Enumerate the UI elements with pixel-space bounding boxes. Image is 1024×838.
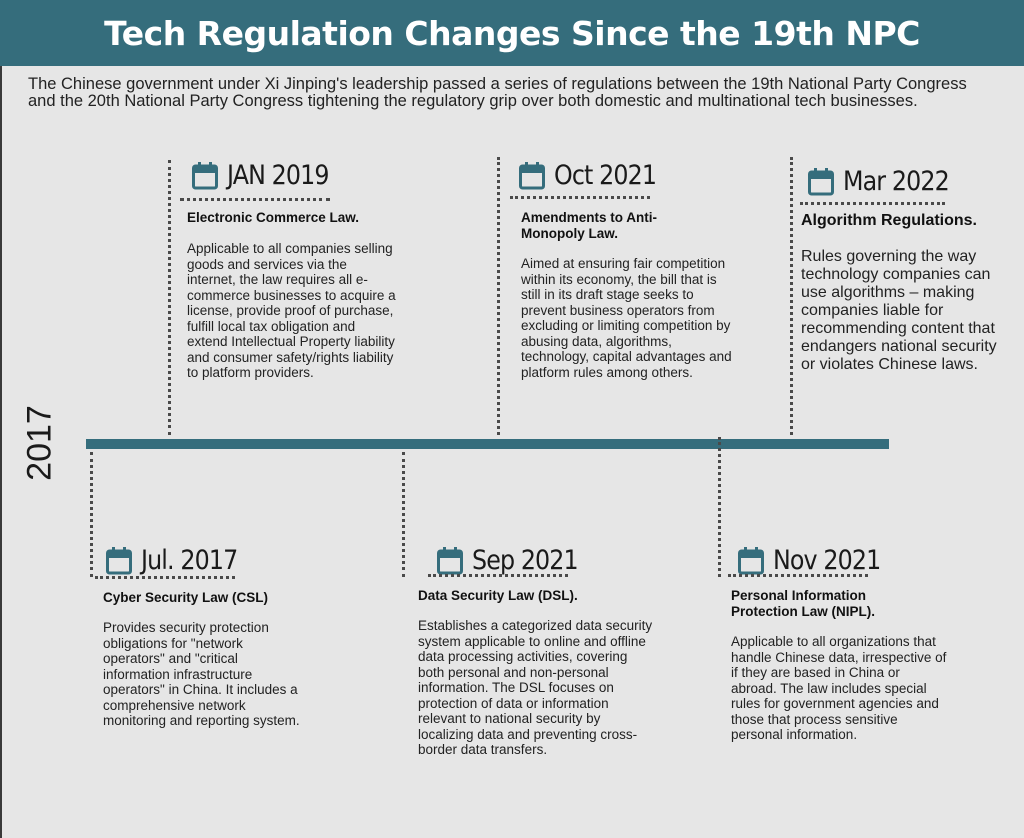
event-mar2022: Mar 2022 (808, 166, 963, 197)
timeline-start-year: 2017 (20, 405, 59, 481)
event-jan2019: JAN 2019 (192, 160, 342, 191)
event-description: Applicable to all organizations that han… (731, 634, 947, 742)
connector-sep2021 (402, 452, 405, 577)
event-description: Provides security protection obligations… (103, 620, 300, 728)
event-date-row: Nov 2021 (738, 545, 895, 576)
event-description: Applicable to all companies selling good… (187, 241, 396, 380)
date-underline (510, 196, 650, 199)
calendar-icon (106, 546, 132, 574)
calendar-icon (808, 167, 834, 195)
connector-jul2017 (90, 452, 93, 577)
date-underline (95, 576, 235, 579)
event-law-title: Amendments to Anti-Monopoly Law. (521, 210, 657, 241)
connector-mar2022 (790, 157, 793, 435)
event-date-row: Mar 2022 (808, 166, 963, 197)
event-description: Aimed at ensuring fair competition withi… (521, 256, 732, 380)
date-underline (728, 574, 868, 577)
event-nov2021: Nov 2021 (738, 545, 895, 576)
event-sep2021: Sep 2021 (437, 545, 592, 576)
event-law-title: Personal Information Protection Law (NIP… (731, 588, 876, 619)
intro-text: The Chinese government under Xi Jinping'… (28, 75, 967, 110)
event-description: Rules governing the way technology compa… (801, 248, 997, 373)
date-underline (428, 574, 568, 577)
timeline-bar (86, 439, 889, 449)
event-date: Sep 2021 (472, 545, 579, 576)
left-border (0, 62, 2, 838)
calendar-icon (519, 161, 545, 189)
event-description: Establishes a categorized data security … (418, 618, 653, 757)
connector-nov2021 (718, 437, 721, 577)
event-date: Mar 2022 (843, 166, 950, 197)
event-law-title: Data Security Law (DSL). (418, 588, 578, 603)
event-date-row: Oct 2021 (519, 160, 670, 191)
event-date: Jul. 2017 (141, 545, 238, 576)
calendar-icon (437, 546, 463, 574)
event-date-row: Jul. 2017 (106, 545, 250, 576)
page-title: Tech Regulation Changes Since the 19th N… (104, 13, 920, 53)
date-underline (800, 202, 945, 205)
connector-jan2019 (168, 160, 171, 435)
event-law-title: Cyber Security Law (CSL) (103, 590, 269, 605)
event-jul2017: Jul. 2017 (106, 545, 250, 576)
event-law-title: Algorithm Regulations. (801, 212, 977, 229)
event-date: Oct 2021 (554, 160, 657, 191)
connector-oct2021 (497, 157, 500, 435)
date-underline (180, 198, 330, 201)
event-date-row: Sep 2021 (437, 545, 592, 576)
event-date: Nov 2021 (773, 545, 881, 576)
calendar-icon (192, 161, 218, 189)
header-banner: Tech Regulation Changes Since the 19th N… (0, 0, 1024, 66)
calendar-icon (738, 546, 764, 574)
event-date: JAN 2019 (227, 160, 329, 191)
event-law-title: Electronic Commerce Law. (187, 210, 360, 225)
event-oct2021: Oct 2021 (519, 160, 670, 191)
event-date-row: JAN 2019 (192, 160, 342, 191)
